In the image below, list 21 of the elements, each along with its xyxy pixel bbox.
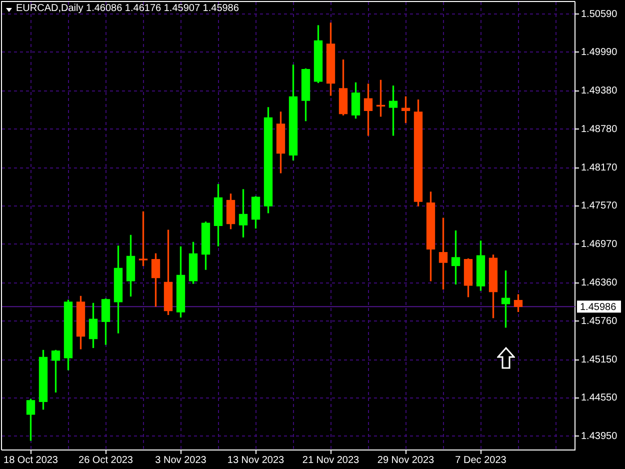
y-tick-label: 1.49380 bbox=[581, 86, 618, 97]
y-tick-label: 1.46970 bbox=[581, 238, 618, 250]
x-tick-label: 26 Oct 2023 bbox=[78, 454, 134, 466]
x-tick-label: 18 Oct 2023 bbox=[4, 454, 58, 466]
ref-line-label: 1.45986 bbox=[580, 302, 617, 313]
y-tick-label: 1.47570 bbox=[581, 200, 618, 212]
x-tick-label: 13 Nov 2023 bbox=[227, 454, 285, 466]
y-tick-label: 1.45760 bbox=[581, 316, 618, 327]
x-tick-label: 3 Nov 2023 bbox=[155, 454, 207, 466]
y-tick-label: 1.44550 bbox=[581, 392, 618, 404]
y-tick-label: 1.48170 bbox=[581, 162, 618, 174]
x-tick-label: 7 Dec 2023 bbox=[455, 454, 507, 466]
x-tick-label: 29 Nov 2023 bbox=[377, 454, 435, 466]
y-tick-label: 1.43950 bbox=[581, 430, 618, 442]
y-tick-label: 1.50590 bbox=[581, 8, 618, 20]
chart-title: EURCAD,Daily 1.46086 1.46176 1.45907 1.45986 bbox=[16, 3, 239, 15]
y-tick-label: 1.45150 bbox=[581, 354, 618, 366]
x-tick-label: 21 Nov 2023 bbox=[302, 454, 360, 466]
y-tick-label: 1.46360 bbox=[581, 278, 618, 289]
y-tick-label: 1.49990 bbox=[581, 46, 618, 58]
y-tick-label: 1.48780 bbox=[581, 124, 618, 135]
